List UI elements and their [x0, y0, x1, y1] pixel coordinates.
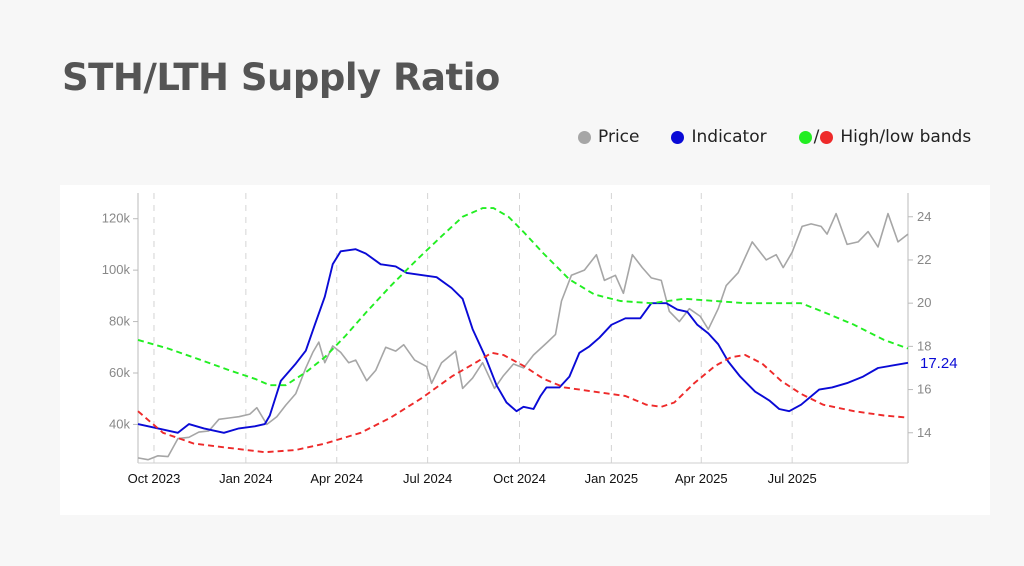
legend-item-price[interactable]: Price [578, 127, 639, 147]
x-tick-label: Apr 2025 [675, 471, 728, 486]
y-right-tick-label: 22 [917, 252, 931, 267]
plot-area: Oct 2023 Jan 2024 Apr 2024 Jul 2024 Oct 2024… [60, 185, 990, 515]
legend-bands-label: High/low bands [840, 127, 972, 147]
x-tick-label: Oct 2023 [128, 471, 181, 486]
legend-price-dot [578, 130, 591, 144]
x-tick-label: Jan 2024 [219, 471, 273, 486]
indicator-last-value-label: 17.24 [920, 355, 958, 372]
y-left-tick-label: 100k [102, 262, 131, 277]
legend-price-label: Price [598, 127, 640, 147]
low-band-line [137, 351, 909, 454]
y-right-tick-label: 14 [917, 425, 931, 440]
chart-svg[interactable]: Oct 2023 Jan 2024 Apr 2024 Jul 2024 Oct 2024… [60, 185, 990, 515]
legend-indicator-dot [671, 130, 685, 144]
x-tick-label: Apr 2024 [310, 471, 363, 486]
chart-legend: Price Indicator / High/low bands [578, 127, 971, 147]
legend-item-bands[interactable]: / High/low bands [798, 127, 972, 147]
y-right-tick-label: 24 [917, 209, 931, 224]
x-tick-label: Jul 2025 [768, 471, 817, 486]
legend-high-band-dot [798, 130, 812, 144]
high-band-line [137, 207, 909, 387]
legend-indicator-label: Indicator [691, 127, 767, 147]
y-right-tick-label: 18 [917, 338, 931, 353]
y-left-tick-label: 80k [109, 314, 130, 329]
y-right-tick-label: 20 [917, 295, 931, 310]
y-left-tick-label: 60k [109, 365, 130, 380]
y-left-tick-label: 120k [102, 211, 131, 226]
legend-bands-slash: / [813, 127, 820, 147]
legend-low-band-dot [820, 130, 834, 144]
x-tick-label: Oct 2024 [493, 471, 546, 486]
x-tick-label: Jan 2025 [585, 471, 639, 486]
legend-item-indicator[interactable]: Indicator [671, 127, 767, 147]
x-tick-label: Jul 2024 [403, 471, 452, 486]
chart-title: STH/LTH Supply Ratio [62, 56, 500, 99]
indicator-line [137, 248, 909, 434]
y-left-tick-label: 40k [109, 416, 130, 431]
price-line [137, 212, 909, 461]
y-right-tick-label: 16 [917, 382, 931, 397]
